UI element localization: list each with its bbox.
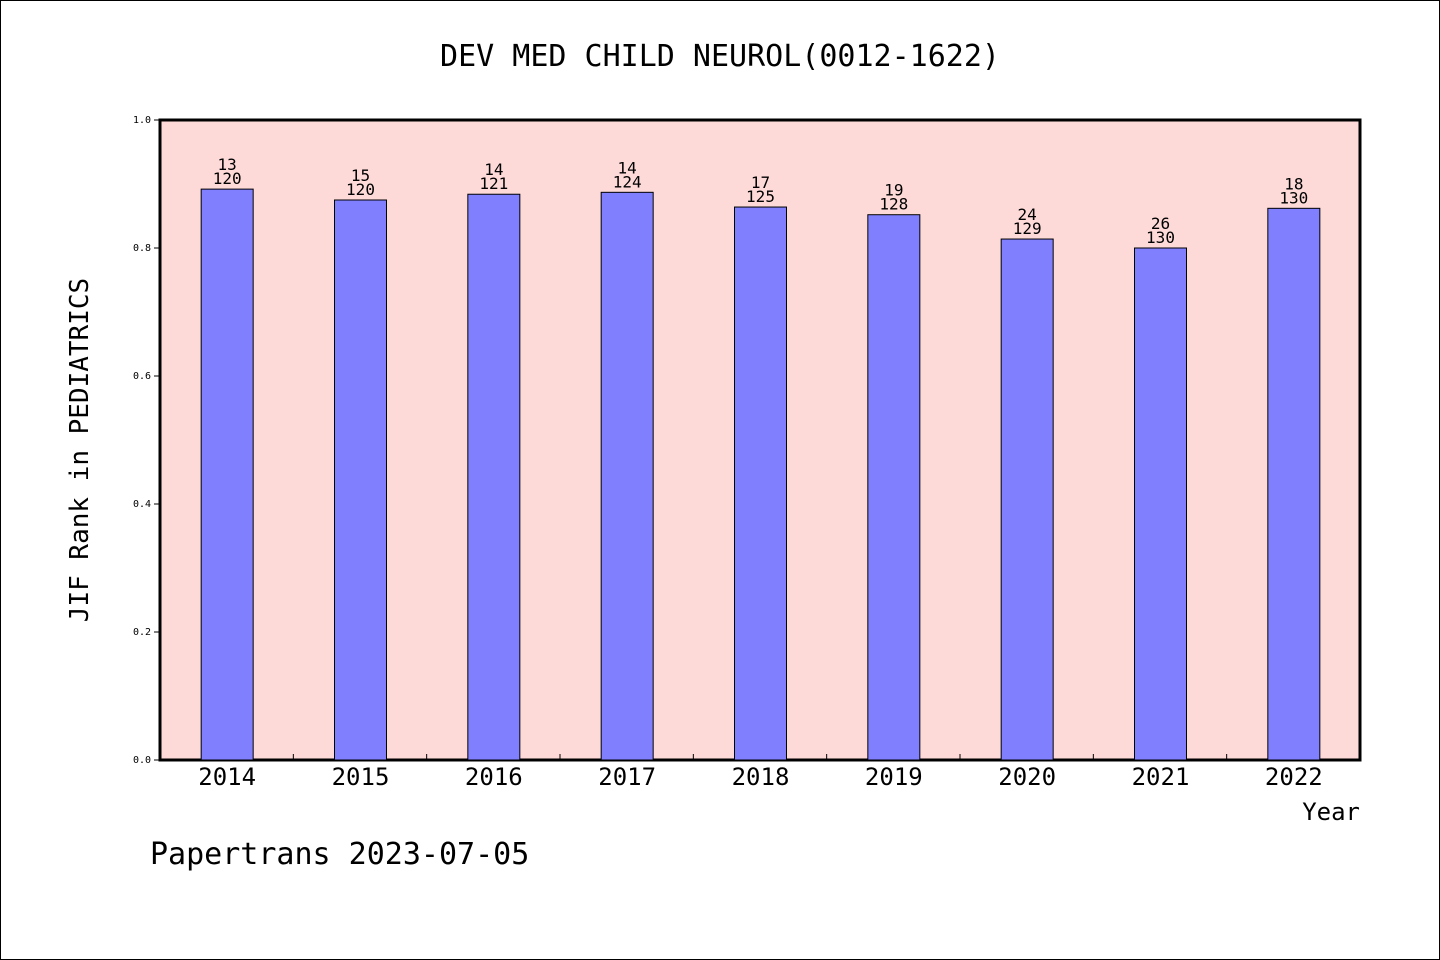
x-tick-label: 2018 [732,763,790,791]
bar-2022 [1267,207,1321,761]
chart-title: DEV MED CHILD NEUROL(0012-1622) [440,39,1000,74]
x-tick-label: 2022 [1265,763,1323,791]
x-tick-label: 2020 [998,763,1056,791]
y-axis: 0.0 0.2 0.4 0.6 0.8 1.0 [133,115,160,766]
bar-2014 [200,188,254,761]
bar-2019 [867,214,921,761]
y-tick-label: 0.8 [133,243,151,254]
bar-total-label: 120 [213,169,242,188]
bar-total-label: 125 [746,187,775,206]
bar-rank-label: 14 [618,158,637,177]
bar-total-label: 130 [1146,228,1175,247]
y-axis-label: JIF Rank in PEDIATRICS [65,278,95,622]
bar-2018 [734,206,787,761]
x-tick-label: 2019 [865,763,923,791]
bar-rank-label: 14 [484,160,503,179]
bar-rank-label: 24 [1018,205,1037,224]
x-tick-label: 2016 [465,763,523,791]
x-tick-label: 2015 [332,763,390,791]
bar-rank-label: 19 [884,181,903,200]
source-footer: Papertrans 2023-07-05 [150,837,529,872]
bar-rank-label: 18 [1284,174,1303,193]
bar-rank-label: 26 [1151,214,1170,233]
bar-2021 [1134,247,1187,761]
x-axis-label: Year [1302,798,1360,826]
y-tick-label: 0.4 [133,499,151,510]
y-tick-label: 0.0 [133,755,151,766]
bar-rank-label: 13 [218,155,237,174]
bar-total-label: 120 [346,180,375,199]
bar-rank-label: 17 [751,173,770,192]
x-tick-label: 2014 [198,763,256,791]
bars-layer [200,188,1321,761]
bar-total-label: 130 [1279,188,1308,207]
bar-2017 [600,191,654,761]
y-tick-label: 1.0 [133,115,151,126]
y-tick-label: 0.6 [133,371,151,382]
bar-2020 [1000,238,1054,761]
x-tick-label: 2017 [598,763,656,791]
x-axis: 2014 2015 2016 2017 2018 2019 2020 2021 2022 [198,754,1323,791]
y-tick-label: 0.2 [133,627,151,638]
bar-total-label: 128 [879,195,908,214]
x-tick-label: 2021 [1132,763,1190,791]
bar-total-label: 124 [613,172,642,191]
bar-2015 [334,199,387,761]
bar-rank-label: 15 [351,166,370,185]
bar-2016 [467,193,521,761]
bar-total-label: 129 [1013,219,1042,238]
bar-total-label: 121 [479,174,508,193]
